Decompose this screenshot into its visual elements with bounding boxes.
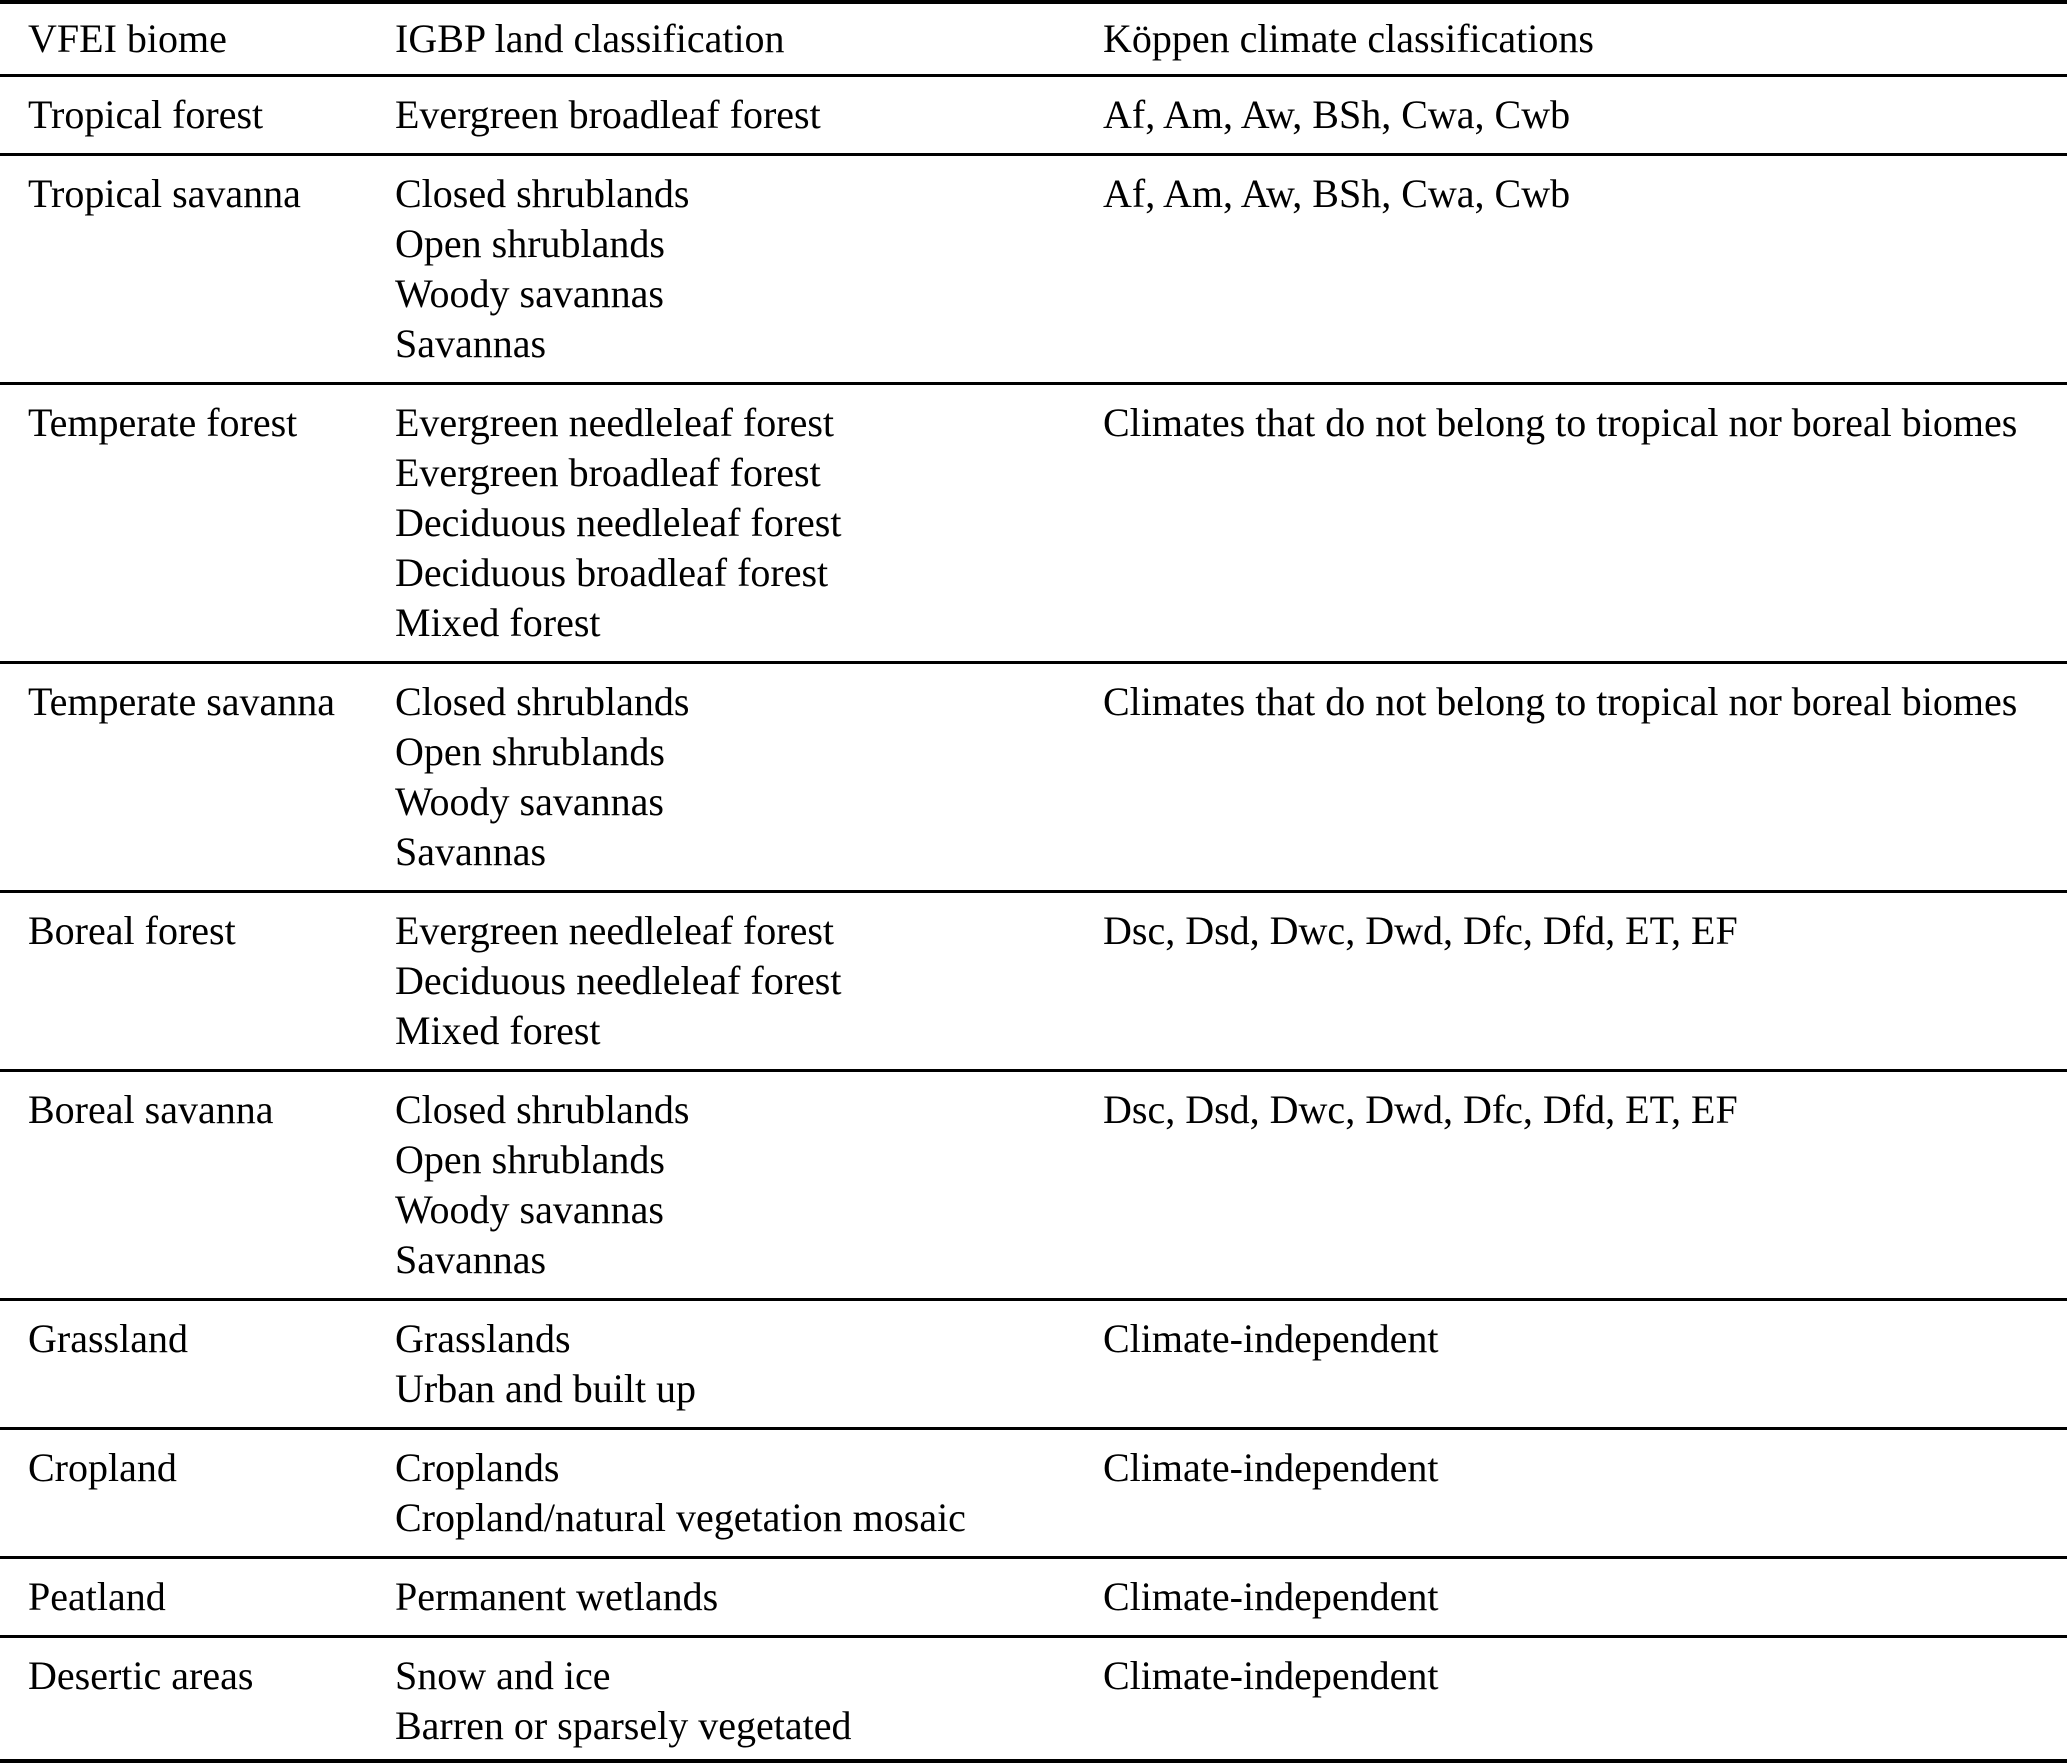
table-row-tropical-savanna: Tropical savanna Closed shrublands Open … xyxy=(0,155,2067,384)
koppen-cell: Climate-independent xyxy=(1103,1316,1439,1361)
table-row-cropland: Cropland Croplands Cropland/natural vege… xyxy=(0,1429,2067,1558)
igbp-cell: Closed shrublands Open shrublands Woody … xyxy=(395,171,690,366)
table-row-desertic-areas: Desertic areas Snow and ice Barren or sp… xyxy=(0,1637,2067,1762)
igbp-cell: Permanent wetlands xyxy=(395,1574,719,1619)
koppen-cell: Climate-independent xyxy=(1103,1445,1439,1490)
koppen-cell: Climates that do not belong to tropical … xyxy=(1103,400,2018,445)
igbp-cell: Evergreen needleleaf forest Evergreen br… xyxy=(395,400,842,645)
table-row-tropical-forest: Tropical forest Evergreen broadleaf fore… xyxy=(0,76,2067,155)
igbp-cell: Croplands Cropland/natural vegetation mo… xyxy=(395,1445,966,1540)
header-row: VFEI biome IGBP land classification Köpp… xyxy=(0,2,2067,76)
vfei-biome-cell: Boreal forest xyxy=(28,908,236,953)
koppen-cell: Af, Am, Aw, BSh, Cwa, Cwb xyxy=(1103,171,1571,216)
igbp-cell: Grasslands Urban and built up xyxy=(395,1316,697,1411)
table-row-peatland: Peatland Permanent wetlands Climate-inde… xyxy=(0,1558,2067,1637)
igbp-cell: Closed shrublands Open shrublands Woody … xyxy=(395,1087,690,1282)
igbp-cell: Evergreen needleleaf forest Deciduous ne… xyxy=(395,908,842,1053)
table-row-boreal-savanna: Boreal savanna Closed shrublands Open sh… xyxy=(0,1071,2067,1300)
vfei-biome-cell: Desertic areas xyxy=(28,1653,254,1698)
igbp-cell: Evergreen broadleaf forest xyxy=(395,92,821,137)
koppen-cell: Af, Am, Aw, BSh, Cwa, Cwb xyxy=(1103,92,1571,137)
column-header-igbp-land-classification: IGBP land classification xyxy=(395,16,785,61)
koppen-cell: Dsc, Dsd, Dwc, Dwd, Dfc, Dfd, ET, EF xyxy=(1103,1087,1738,1132)
table-row-grassland: Grassland Grasslands Urban and built up … xyxy=(0,1300,2067,1429)
koppen-cell: Climate-independent xyxy=(1103,1653,1439,1698)
column-header-vfei-biome: VFEI biome xyxy=(28,16,227,61)
table-row-temperate-forest: Temperate forest Evergreen needleleaf fo… xyxy=(0,384,2067,663)
vfei-biome-cell: Cropland xyxy=(28,1445,177,1490)
vfei-biome-cell: Tropical forest xyxy=(28,92,264,137)
table-body: Tropical forest Evergreen broadleaf fore… xyxy=(0,76,2067,1762)
vfei-biome-cell: Tropical savanna xyxy=(28,171,301,216)
vfei-biome-cell: Peatland xyxy=(28,1574,166,1619)
koppen-cell: Climate-independent xyxy=(1103,1574,1439,1619)
koppen-cell: Dsc, Dsd, Dwc, Dwd, Dfc, Dfd, ET, EF xyxy=(1103,908,1738,953)
vfei-biome-cell: Boreal savanna xyxy=(28,1087,274,1132)
igbp-cell: Snow and ice Barren or sparsely vegetate… xyxy=(395,1653,852,1748)
table-header: VFEI biome IGBP land classification Köpp… xyxy=(0,2,2067,76)
column-header-koppen-climate-classifications: Köppen climate classifications xyxy=(1103,16,1594,61)
vfei-biome-cell: Temperate savanna xyxy=(28,679,336,724)
vfei-biome-cell: Grassland xyxy=(28,1316,188,1361)
table-row-boreal-forest: Boreal forest Evergreen needleleaf fores… xyxy=(0,892,2067,1071)
table-row-temperate-savanna: Temperate savanna Closed shrublands Open… xyxy=(0,663,2067,892)
vfei-biome-cell: Temperate forest xyxy=(28,400,298,445)
koppen-cell: Climates that do not belong to tropical … xyxy=(1103,679,2018,724)
igbp-cell: Closed shrublands Open shrublands Woody … xyxy=(395,679,690,874)
